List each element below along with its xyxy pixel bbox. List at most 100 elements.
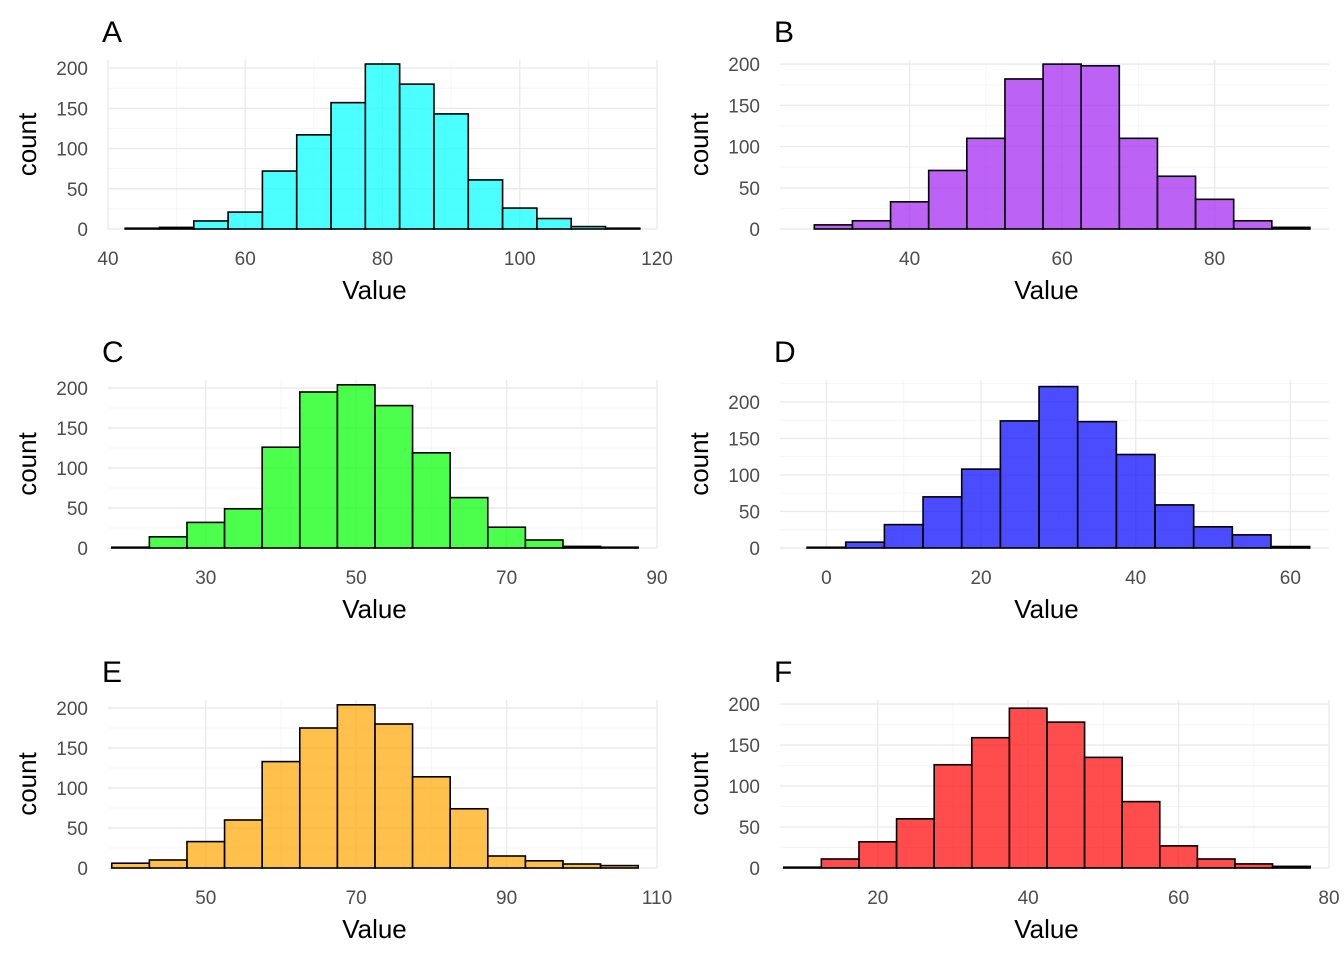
histogram-bar (148, 859, 188, 869)
histogram-bar (1192, 526, 1234, 549)
histogram-bar (570, 225, 607, 230)
x-tick-label: 90 (496, 888, 517, 909)
histogram-bar (895, 818, 935, 869)
histogram-bar (158, 226, 195, 230)
y-tick-label: 200 (728, 393, 760, 414)
y-tick-label: 50 (739, 179, 760, 200)
histogram-bar (411, 775, 451, 869)
histogram-bar (336, 383, 376, 549)
y-tick-label: 100 (56, 140, 88, 161)
histogram-bar (110, 862, 151, 869)
histogram-bar (1004, 78, 1044, 230)
histogram-bar (398, 83, 435, 230)
histogram-bar (1271, 865, 1311, 869)
histogram-bar (1118, 137, 1159, 230)
x-axis-title: Value (1014, 914, 1079, 944)
histogram-bar (604, 227, 641, 230)
y-tick-label: 50 (739, 502, 760, 523)
y-tick-label: 0 (77, 539, 88, 560)
x-tick-label: 80 (1204, 249, 1225, 270)
panel-d: 0 20 40 60 0 50 100 150 200 Value count D (684, 336, 1329, 624)
histogram-bar (261, 446, 301, 549)
y-tick-label: 150 (728, 736, 760, 757)
histogram-bar (883, 523, 924, 549)
x-tick-label: 50 (195, 888, 216, 909)
histogram-bar (1083, 756, 1123, 869)
x-tick-label: 40 (1018, 888, 1039, 909)
histogram-bar (536, 217, 573, 230)
x-axis-title: Value (1014, 594, 1079, 624)
histogram-bar (186, 840, 226, 869)
histogram-bar (261, 170, 298, 230)
panel-b: 40 60 80 0 50 100 150 200 Value count B (684, 16, 1329, 305)
y-tick-label: 150 (728, 96, 760, 117)
histogram-bar (336, 703, 376, 869)
x-tick-label: 20 (867, 888, 888, 909)
x-axis-title: Value (342, 594, 407, 624)
histogram-bar (1115, 453, 1156, 549)
histogram-bar (364, 63, 401, 230)
x-tick-label: 100 (504, 249, 536, 270)
histogram-bar (486, 526, 527, 549)
x-tick-label: 110 (642, 888, 672, 909)
y-tick-label: 150 (56, 99, 88, 120)
y-tick-label: 200 (728, 55, 760, 76)
histogram-bar (1196, 858, 1236, 869)
panel-label: F (774, 656, 792, 689)
x-tick-label: 40 (1125, 568, 1146, 589)
histogram-bar (806, 546, 847, 549)
histogram-bar (1156, 175, 1197, 230)
x-tick-label: 0 (821, 568, 832, 589)
panel-a: 40 60 80 100 120 0 50 100 150 200 Value count A (12, 16, 673, 305)
histogram-bar (782, 866, 823, 869)
histogram-bar (467, 179, 504, 230)
histogram-bar (148, 535, 188, 549)
histogram-bar (124, 227, 161, 230)
y-axis-title: count (12, 431, 42, 495)
histogram-bar (851, 219, 892, 230)
x-tick-label: 60 (1168, 888, 1189, 909)
histogram-bar (813, 224, 854, 230)
histogram-bar (261, 760, 301, 869)
y-axis-title: count (684, 751, 714, 815)
y-tick-label: 150 (56, 739, 88, 760)
histogram-bar (524, 859, 564, 869)
y-tick-label: 100 (56, 779, 88, 800)
histogram-bar (524, 539, 564, 549)
y-tick-label: 100 (728, 138, 760, 159)
x-tick-label: 90 (646, 568, 667, 589)
histogram-bar (1008, 707, 1048, 869)
y-axis-title: count (12, 751, 42, 815)
histogram-bar (501, 207, 538, 230)
panel-label: E (102, 656, 122, 689)
panel-e: 50 70 90 110 0 50 100 150 200 Value count E (12, 656, 672, 944)
histogram-bar (1038, 385, 1079, 549)
histogram-bar (820, 858, 860, 869)
x-tick-label: 70 (346, 888, 367, 909)
panel-c: 30 50 70 90 0 50 100 150 200 Value count C (12, 336, 668, 624)
panel-label: D (774, 336, 796, 369)
histogram-bar (844, 541, 886, 549)
histogram-bar (1271, 226, 1311, 230)
histogram-bar (889, 200, 930, 230)
histogram-bar (486, 855, 527, 869)
y-tick-label: 50 (67, 819, 88, 840)
y-tick-label: 50 (739, 818, 760, 839)
y-tick-label: 0 (77, 859, 88, 880)
x-axis-title: Value (1014, 275, 1079, 305)
histogram-bar (295, 134, 332, 230)
histogram-bar (449, 807, 489, 869)
histogram-bar (411, 451, 451, 549)
y-tick-label: 0 (749, 220, 760, 241)
histogram-bar (330, 101, 367, 230)
histogram-bar (922, 496, 963, 549)
histogram-bar (1194, 198, 1235, 230)
y-tick-label: 0 (749, 859, 760, 880)
x-tick-label: 60 (1052, 249, 1073, 270)
histogram-bar (374, 723, 414, 869)
histogram-bar (1158, 845, 1199, 869)
histogram-bar (599, 546, 639, 549)
histogram-bar (227, 211, 264, 230)
y-tick-label: 50 (67, 180, 88, 201)
